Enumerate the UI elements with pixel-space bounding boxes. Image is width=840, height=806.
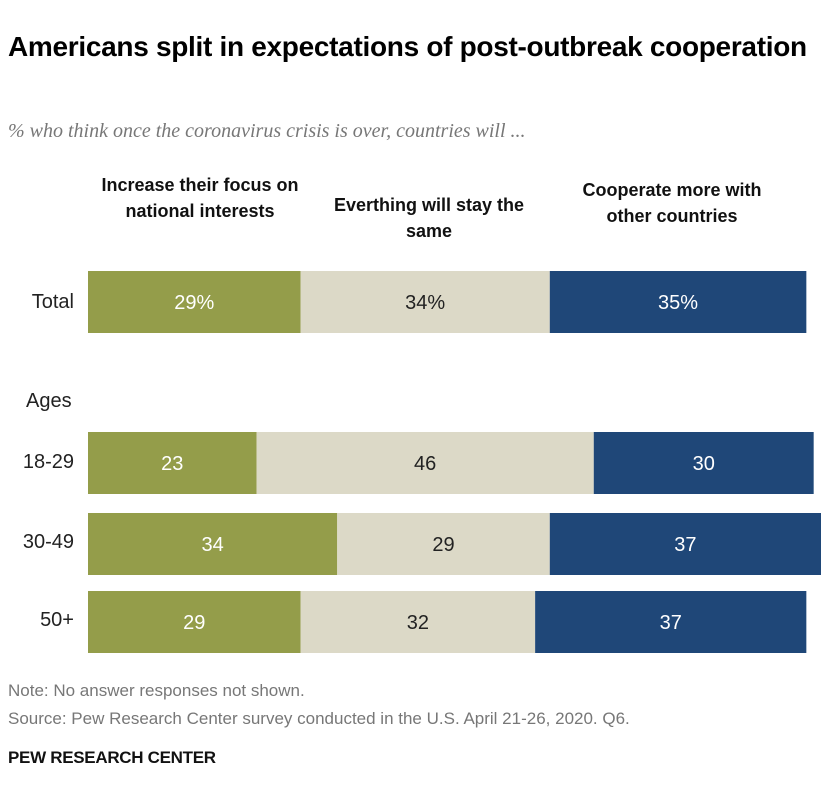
row-label-18-29: 18-29 — [22, 451, 74, 473]
chart-title: Americans split in expectations of post-… — [8, 31, 807, 62]
chart-subtitle: % who think once the coronavirus crisis … — [8, 120, 526, 142]
legend-label-stay-same: Everthing will stay the same — [333, 195, 525, 241]
bar-national-interests-50-plus — [88, 591, 301, 653]
data-label-national-interests-30-49: 34 — [201, 534, 223, 556]
bar-stay-same-18-29 — [256, 432, 594, 494]
legend-label-cooperate-more: Cooperate more with other countries — [582, 180, 762, 226]
bar-cooperate-more-total — [549, 271, 807, 333]
row-label-50-plus: 50+ — [40, 609, 74, 631]
data-label-stay-same-total: 34% — [405, 292, 445, 314]
group-label-ages: Ages — [26, 390, 72, 412]
bar-national-interests-total — [88, 271, 301, 333]
row-label-total: Total — [31, 291, 74, 313]
bar-national-interests-18-29 — [88, 432, 257, 494]
bar-stay-same-30-49 — [337, 513, 550, 575]
data-label-cooperate-more-18-29: 30 — [693, 453, 715, 475]
bar-stay-same-50-plus — [300, 591, 536, 653]
data-label-national-interests-total: 29% — [174, 292, 214, 314]
bar-stay-same-total — [300, 271, 550, 333]
data-label-cooperate-more-30-49: 37 — [674, 534, 696, 556]
source-text: Source: Pew Research Center survey condu… — [8, 709, 630, 728]
legend-label-national-interests: Increase their focus on national interes… — [101, 175, 299, 221]
data-label-cooperate-more-total: 35% — [658, 292, 698, 314]
data-label-stay-same-30-49: 29 — [432, 534, 454, 556]
bar-cooperate-more-50-plus — [535, 591, 807, 653]
brand-logo-text: PEW RESEARCH CENTER — [8, 748, 216, 767]
bar-cooperate-more-18-29 — [593, 432, 814, 494]
data-label-stay-same-18-29: 46 — [414, 453, 436, 475]
bar-cooperate-more-30-49 — [549, 513, 821, 575]
data-label-national-interests-50-plus: 29 — [183, 612, 205, 634]
data-label-cooperate-more-50-plus: 37 — [660, 612, 682, 634]
bar-national-interests-30-49 — [88, 513, 338, 575]
data-label-stay-same-50-plus: 32 — [407, 612, 429, 634]
note-text: Note: No answer responses not shown. — [8, 681, 305, 700]
row-label-30-49: 30-49 — [22, 531, 74, 553]
data-label-national-interests-18-29: 23 — [161, 453, 183, 475]
